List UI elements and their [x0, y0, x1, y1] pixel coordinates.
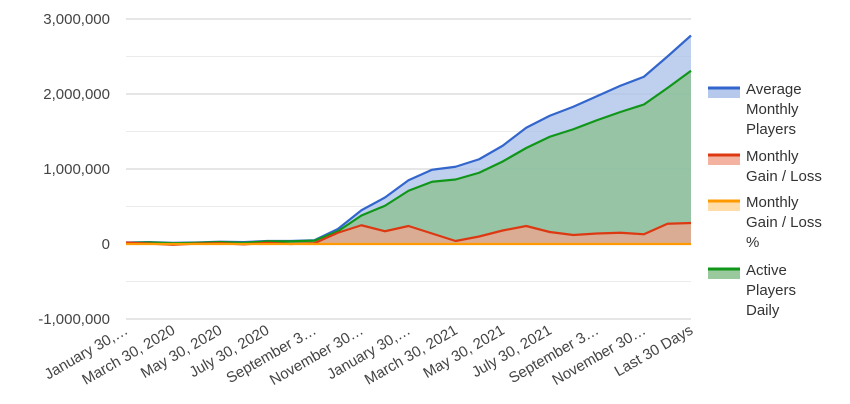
- series-area: [126, 223, 691, 245]
- legend-swatch: [708, 88, 740, 98]
- series-line: [125, 69, 692, 245]
- series-areas: [126, 35, 691, 245]
- y-axis: 3,000,000 2,000,000 1,000,000 0 -1,000,000: [38, 11, 110, 328]
- legend-label: Players: [746, 121, 796, 138]
- y-tick-label: -1,000,000: [38, 311, 110, 328]
- legend-item[interactable]: Active Players Daily: [708, 262, 796, 319]
- legend-label: %: [746, 234, 759, 251]
- legend-item[interactable]: Monthly Gain / Loss: [708, 148, 822, 185]
- legend-label: Monthly: [746, 101, 799, 118]
- y-tick-label: 0: [102, 236, 110, 253]
- legend-label: Average: [746, 81, 802, 98]
- y-tick-label: 2,000,000: [43, 86, 110, 103]
- y-tick-label: 1,000,000: [43, 161, 110, 178]
- legend-item[interactable]: Average Monthly Players: [708, 81, 802, 138]
- legend-label: Active: [746, 262, 787, 279]
- series-lines: [125, 34, 692, 246]
- legend-label: Gain / Loss: [746, 214, 822, 231]
- series-area: [126, 70, 691, 244]
- legend-label: Daily: [746, 302, 780, 319]
- y-tick-label: 3,000,000: [43, 11, 110, 28]
- legend-swatch: [708, 155, 740, 165]
- legend-label: Monthly: [746, 148, 799, 165]
- legend-label: Players: [746, 282, 796, 299]
- legend-label: Monthly: [746, 194, 799, 211]
- legend-swatch: [708, 201, 740, 211]
- legend-label: Gain / Loss: [746, 168, 822, 185]
- legend-item[interactable]: Monthly Gain / Loss%: [708, 194, 822, 251]
- legend-swatch: [708, 269, 740, 279]
